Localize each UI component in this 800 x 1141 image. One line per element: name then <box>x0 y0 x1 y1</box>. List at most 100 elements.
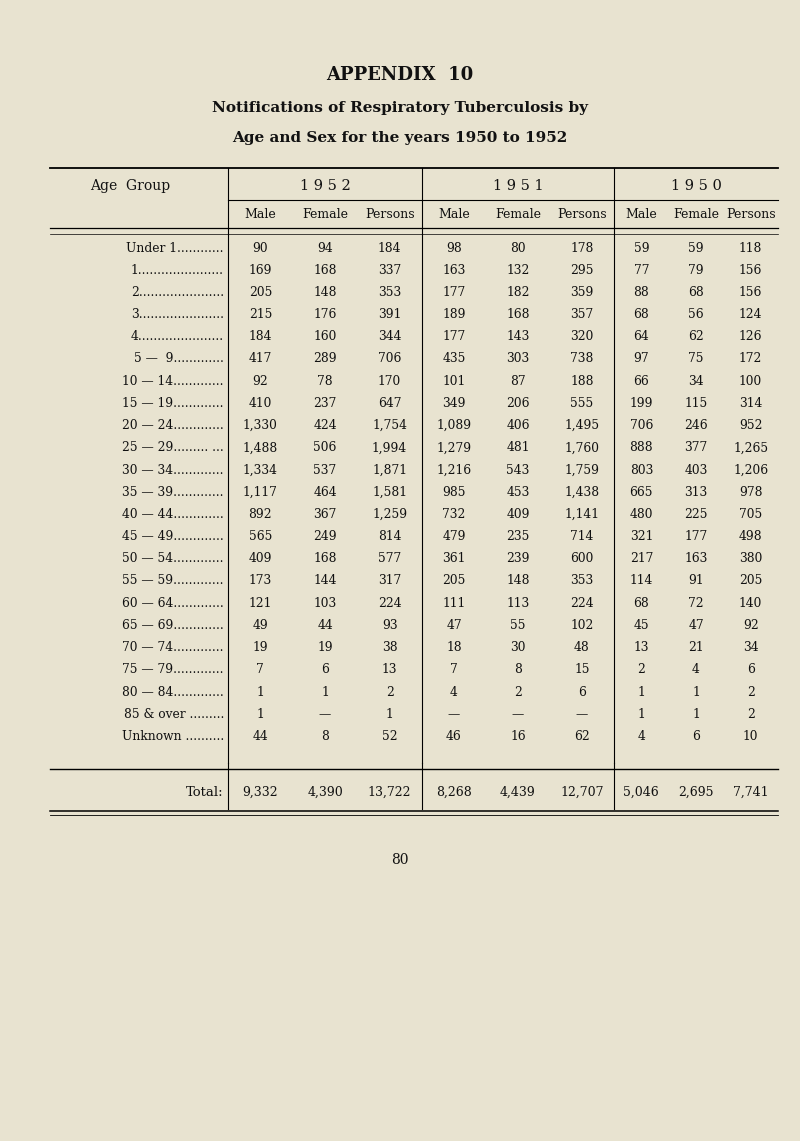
Text: 6: 6 <box>578 686 586 698</box>
Text: 115: 115 <box>684 397 708 410</box>
Text: 1,117: 1,117 <box>243 486 278 499</box>
Text: 52: 52 <box>382 730 398 743</box>
Text: 1,759: 1,759 <box>565 463 599 477</box>
Text: 314: 314 <box>739 397 762 410</box>
Text: 94: 94 <box>317 242 333 254</box>
Text: 2: 2 <box>638 663 646 677</box>
Text: 47: 47 <box>446 618 462 632</box>
Text: 1,334: 1,334 <box>243 463 278 477</box>
Text: 178: 178 <box>570 242 594 254</box>
Text: 92: 92 <box>742 618 758 632</box>
Text: 205: 205 <box>249 286 272 299</box>
Text: 321: 321 <box>630 531 653 543</box>
Text: 1,141: 1,141 <box>565 508 599 521</box>
Text: 148: 148 <box>314 286 337 299</box>
Text: 344: 344 <box>378 330 402 343</box>
Text: 92: 92 <box>253 374 268 388</box>
Text: 1 9 5 0: 1 9 5 0 <box>670 179 722 193</box>
Text: 706: 706 <box>630 419 653 432</box>
Text: 4,390: 4,390 <box>307 786 343 799</box>
Text: 481: 481 <box>506 442 530 454</box>
Text: 45 — 49.............: 45 — 49............. <box>122 531 224 543</box>
Text: 114: 114 <box>630 575 653 588</box>
Text: 8,268: 8,268 <box>436 786 472 799</box>
Text: 168: 168 <box>314 264 337 277</box>
Text: Unknown ..........: Unknown .......... <box>122 730 224 743</box>
Text: 317: 317 <box>378 575 402 588</box>
Text: 10 — 14.............: 10 — 14............. <box>122 374 224 388</box>
Text: 4......................: 4...................... <box>131 330 224 343</box>
Text: 189: 189 <box>442 308 466 321</box>
Text: 205: 205 <box>739 575 762 588</box>
Text: 239: 239 <box>506 552 530 565</box>
Text: 7: 7 <box>450 663 458 677</box>
Text: 237: 237 <box>314 397 337 410</box>
Text: Persons: Persons <box>365 209 414 221</box>
Text: APPENDIX  10: APPENDIX 10 <box>326 66 474 84</box>
Text: 6: 6 <box>746 663 754 677</box>
Text: 320: 320 <box>570 330 594 343</box>
Text: 2,695: 2,695 <box>678 786 714 799</box>
Text: 249: 249 <box>313 531 337 543</box>
Text: Male: Male <box>626 209 658 221</box>
Text: 79: 79 <box>688 264 704 277</box>
Text: 978: 978 <box>739 486 762 499</box>
Text: 600: 600 <box>570 552 594 565</box>
Text: 100: 100 <box>739 374 762 388</box>
Text: 46: 46 <box>446 730 462 743</box>
Text: —: — <box>512 707 524 721</box>
Text: 225: 225 <box>684 508 708 521</box>
Text: 173: 173 <box>249 575 272 588</box>
Text: 68: 68 <box>634 597 650 609</box>
Text: 453: 453 <box>506 486 530 499</box>
Text: 2......................: 2...................... <box>131 286 224 299</box>
Text: 88: 88 <box>634 286 650 299</box>
Text: 56: 56 <box>688 308 704 321</box>
Text: 80: 80 <box>510 242 526 254</box>
Text: 55: 55 <box>510 618 526 632</box>
Text: 985: 985 <box>442 486 466 499</box>
Text: 182: 182 <box>506 286 530 299</box>
Text: 102: 102 <box>570 618 594 632</box>
Text: 44: 44 <box>317 618 333 632</box>
Text: Male: Male <box>245 209 276 221</box>
Text: 121: 121 <box>249 597 272 609</box>
Text: 163: 163 <box>684 552 708 565</box>
Text: 62: 62 <box>574 730 590 743</box>
Text: 357: 357 <box>570 308 594 321</box>
Text: 367: 367 <box>314 508 337 521</box>
Text: 732: 732 <box>442 508 466 521</box>
Text: 377: 377 <box>684 442 708 454</box>
Text: 224: 224 <box>570 597 594 609</box>
Text: Persons: Persons <box>557 209 607 221</box>
Text: 12,707: 12,707 <box>560 786 604 799</box>
Text: 59: 59 <box>688 242 704 254</box>
Text: 480: 480 <box>630 508 653 521</box>
Text: 6: 6 <box>692 730 700 743</box>
Text: 30: 30 <box>510 641 526 654</box>
Text: 1: 1 <box>257 686 264 698</box>
Text: 19: 19 <box>317 641 333 654</box>
Text: 21: 21 <box>688 641 704 654</box>
Text: 803: 803 <box>630 463 653 477</box>
Text: 353: 353 <box>378 286 402 299</box>
Text: 2: 2 <box>514 686 522 698</box>
Text: 91: 91 <box>688 575 704 588</box>
Text: Total:: Total: <box>186 786 224 799</box>
Text: 199: 199 <box>630 397 653 410</box>
Text: 1,089: 1,089 <box>437 419 471 432</box>
Text: 148: 148 <box>506 575 530 588</box>
Text: 206: 206 <box>506 397 530 410</box>
Text: 34: 34 <box>688 374 704 388</box>
Text: 47: 47 <box>688 618 704 632</box>
Text: 543: 543 <box>506 463 530 477</box>
Text: 30 — 34.............: 30 — 34............. <box>122 463 224 477</box>
Text: 80: 80 <box>391 852 409 867</box>
Text: 337: 337 <box>378 264 402 277</box>
Text: 565: 565 <box>249 531 272 543</box>
Text: 410: 410 <box>249 397 272 410</box>
Text: 97: 97 <box>634 353 649 365</box>
Text: 177: 177 <box>684 531 708 543</box>
Text: 15: 15 <box>574 663 590 677</box>
Text: 62: 62 <box>688 330 704 343</box>
